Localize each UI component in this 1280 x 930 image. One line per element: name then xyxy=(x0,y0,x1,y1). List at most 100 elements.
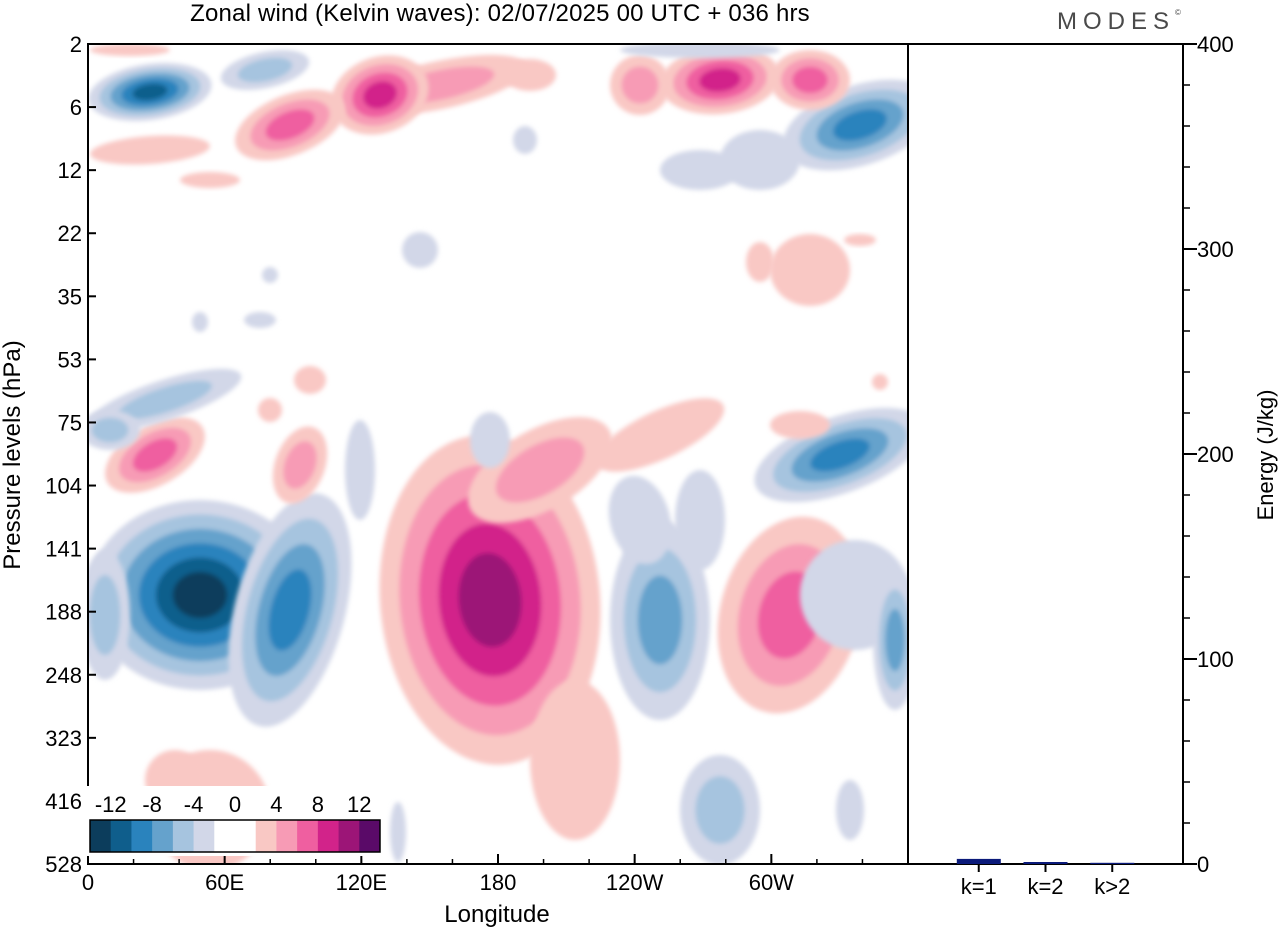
y-tick-label: 141 xyxy=(45,537,82,562)
contour-level xyxy=(91,417,129,443)
colorbar-border xyxy=(89,819,381,853)
contour-blob xyxy=(770,411,830,439)
contour-blob xyxy=(258,398,282,422)
contour-blob xyxy=(294,366,326,394)
contour-blob xyxy=(675,470,725,570)
contour-blob xyxy=(660,45,780,115)
contour-blob xyxy=(390,802,406,862)
contour-blob xyxy=(873,570,908,710)
energy-axis-label: Energy (J/kg) xyxy=(1253,390,1278,521)
chart-title: Zonal wind (Kelvin waves): 02/07/2025 00… xyxy=(190,0,810,27)
contour-blob xyxy=(836,780,864,840)
contour-blob xyxy=(345,420,375,520)
colorbar-swatch xyxy=(90,820,112,852)
x-tick-label: 180 xyxy=(480,870,517,895)
contour-level xyxy=(192,312,208,332)
energy-bar xyxy=(956,858,1001,864)
contour-level xyxy=(132,83,168,101)
contour-blob xyxy=(595,398,725,472)
pressure-axis: 2 6 12 22 35 53 75 104 141 188 248 323 416 528 xyxy=(45,32,96,877)
contour-level xyxy=(770,411,830,439)
contour-blob xyxy=(467,417,613,523)
y-axis-label: Pressure levels (hPa) xyxy=(0,340,26,569)
contour-level xyxy=(746,242,774,282)
y-tick-label: 75 xyxy=(58,410,82,435)
contour-level xyxy=(89,575,121,655)
contour-level xyxy=(660,150,740,190)
colorbar-label: 12 xyxy=(347,792,371,817)
colorbar-swatch xyxy=(359,820,381,852)
contour-level xyxy=(363,81,397,109)
colorbar-swatch xyxy=(152,820,174,852)
contour-blob xyxy=(402,232,438,268)
colorbar-swatch xyxy=(131,820,153,852)
y-tick-label: 248 xyxy=(45,663,82,688)
x-tick-label: 120E xyxy=(336,870,387,895)
contour-blob xyxy=(610,55,670,115)
y-tick-label: 188 xyxy=(45,600,82,625)
contour-blob xyxy=(620,44,780,58)
contour-blob xyxy=(513,126,537,154)
contour-blob xyxy=(272,426,328,504)
contour-blob xyxy=(220,50,310,90)
contour-level xyxy=(262,267,278,283)
contour-level xyxy=(90,44,170,56)
contour-level xyxy=(621,66,659,104)
colorbar-swatch xyxy=(193,820,215,852)
colorbar-swatch xyxy=(276,820,298,852)
longitude-axis: 0 60E 120E 180 120W 60W xyxy=(82,854,864,895)
contour-blob xyxy=(88,410,140,450)
contour-level xyxy=(390,802,406,862)
contour-blob xyxy=(530,680,620,840)
x-tick-label: 0 xyxy=(82,870,94,895)
colorbar-swatch xyxy=(317,820,339,852)
contour-level xyxy=(402,232,438,268)
colorbar-swatch xyxy=(338,820,360,852)
colorbar-swatch xyxy=(297,820,319,852)
contour-level xyxy=(595,398,725,472)
y-tick-label: 12 xyxy=(58,158,82,183)
contour-blob xyxy=(770,234,850,306)
contour-blob xyxy=(754,407,908,503)
contour-level xyxy=(470,412,510,468)
energy-bar xyxy=(1090,862,1135,864)
energy-category-label: k>2 xyxy=(1094,874,1130,899)
contour-level xyxy=(258,398,282,422)
contour-blob xyxy=(180,172,240,188)
contour-level xyxy=(513,126,537,154)
x-tick-label: 60W xyxy=(749,870,794,895)
colorbar-swatch xyxy=(172,820,194,852)
energy-tick-label: 300 xyxy=(1197,237,1234,262)
energy-tick-label: 400 xyxy=(1197,32,1234,57)
contour-level xyxy=(132,438,178,472)
contour-blob xyxy=(610,520,710,720)
brand-name: MODES xyxy=(1057,8,1176,35)
contour-level xyxy=(844,234,876,246)
y-tick-label: 53 xyxy=(58,347,82,372)
brand-logo: MODES© xyxy=(1057,8,1181,36)
contour-blob xyxy=(504,59,556,91)
contour-level xyxy=(637,575,683,665)
contour-level xyxy=(530,680,620,840)
contour-blob xyxy=(90,44,170,56)
y-tick-label: 416 xyxy=(45,789,82,814)
y-tick-label: 104 xyxy=(45,474,82,499)
contour-blob xyxy=(872,374,888,390)
colorbar-swatch xyxy=(214,820,236,852)
contour-level xyxy=(792,66,828,94)
colorbar-label: -4 xyxy=(184,792,204,817)
contour-level xyxy=(118,380,212,420)
energy-tick-label: 200 xyxy=(1197,442,1234,467)
y-tick-label: 6 xyxy=(70,95,82,120)
colorbar-label: 8 xyxy=(312,792,324,817)
y-tick-label: 22 xyxy=(58,221,82,246)
contour-level xyxy=(608,475,672,565)
colorbar: -12 -8 -4 0 4 8 12 xyxy=(87,786,383,856)
contour-level xyxy=(620,44,780,58)
contour-blob xyxy=(844,234,876,246)
contour-level xyxy=(495,437,585,503)
contour-blob xyxy=(90,135,210,165)
contour-level xyxy=(872,374,888,390)
energy-category-label: k=2 xyxy=(1027,874,1063,899)
